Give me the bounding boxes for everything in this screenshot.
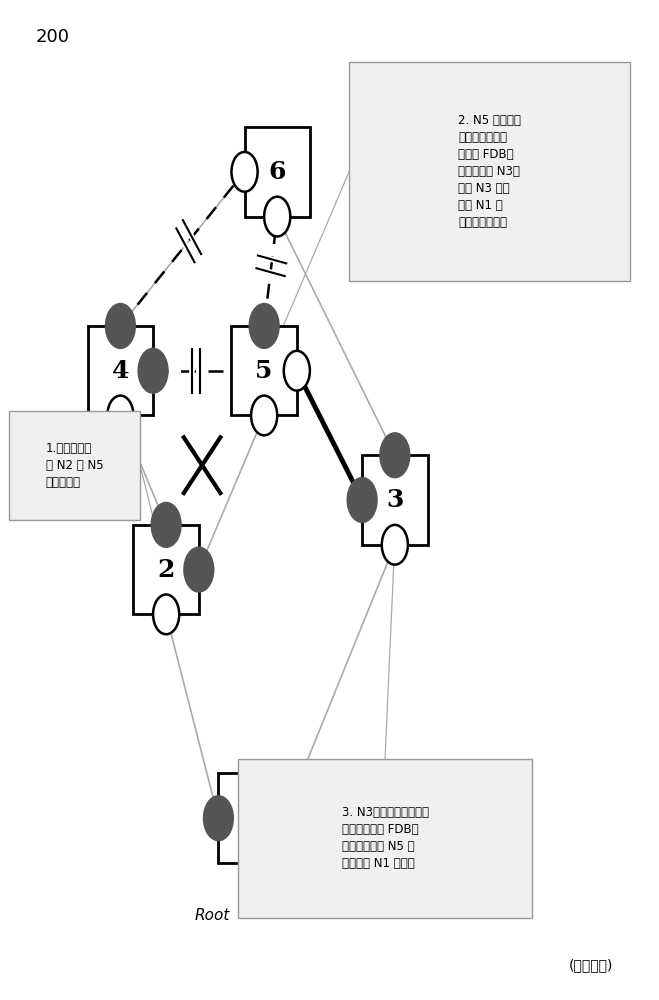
Circle shape <box>138 349 167 393</box>
Circle shape <box>348 478 376 522</box>
FancyBboxPatch shape <box>134 525 199 614</box>
Circle shape <box>380 433 409 477</box>
Circle shape <box>250 304 279 348</box>
Circle shape <box>106 304 135 348</box>
Circle shape <box>270 796 298 840</box>
FancyBboxPatch shape <box>218 773 284 863</box>
Text: 3: 3 <box>386 488 403 512</box>
Text: 200: 200 <box>36 28 69 46</box>
FancyBboxPatch shape <box>238 759 532 918</box>
Circle shape <box>264 197 291 236</box>
Text: 5: 5 <box>256 359 273 383</box>
FancyBboxPatch shape <box>231 326 297 415</box>
Text: 2: 2 <box>158 558 175 582</box>
Circle shape <box>284 351 310 391</box>
Circle shape <box>107 396 134 435</box>
FancyBboxPatch shape <box>88 326 153 415</box>
Text: 2. N5 在检测到
链路故障之后，
更新其 FDB，
并且切换到 N3，
以向 N3 发送
具有 N1 的
目标地址的帧。: 2. N5 在检测到 链路故障之后， 更新其 FDB， 并且切换到 N3， 以向… <box>458 114 521 229</box>
Circle shape <box>231 152 258 192</box>
Text: 4: 4 <box>112 359 129 383</box>
FancyBboxPatch shape <box>349 62 630 281</box>
Circle shape <box>251 396 277 435</box>
Text: 6: 6 <box>268 160 286 184</box>
Text: 3. N3从拓扑更新或摘要
交换并更新其 FDB，
并且接受来自 N5 的
预计送往 N1 的帧。: 3. N3从拓扑更新或摘要 交换并更新其 FDB， 并且接受来自 N5 的 预计… <box>341 806 428 870</box>
Text: Root: Root <box>194 908 229 923</box>
Circle shape <box>185 548 214 591</box>
FancyBboxPatch shape <box>244 127 310 217</box>
Text: 1.异常连通性
在 N2 与 N5
之间发生。: 1.异常连通性 在 N2 与 N5 之间发生。 <box>46 442 103 489</box>
Circle shape <box>152 503 181 547</box>
Text: 1: 1 <box>243 806 260 830</box>
FancyBboxPatch shape <box>9 410 140 520</box>
Circle shape <box>153 594 179 634</box>
FancyBboxPatch shape <box>362 455 428 545</box>
Text: (现有技术): (现有技术) <box>569 958 613 972</box>
Circle shape <box>204 796 233 840</box>
Circle shape <box>382 525 408 565</box>
